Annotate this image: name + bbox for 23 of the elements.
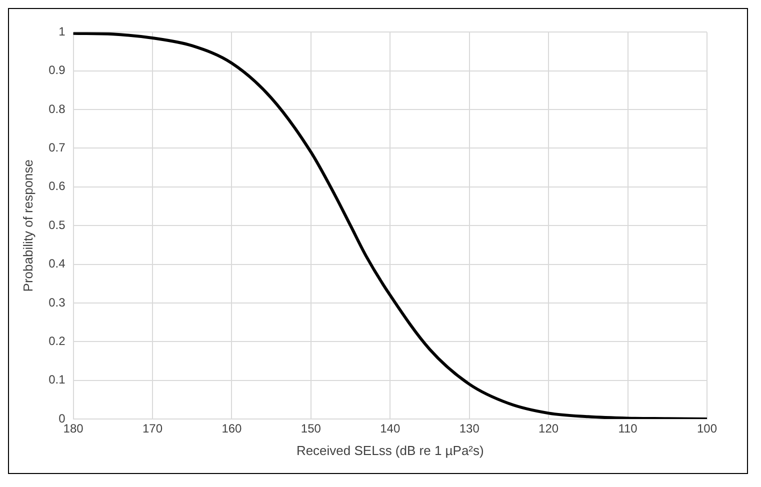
y-tick-label: 0.6 — [48, 179, 66, 194]
y-tick-label: 0.1 — [48, 372, 66, 387]
x-tick-label: 140 — [380, 422, 400, 436]
y-tick-label: 0.3 — [48, 295, 66, 310]
y-tick-label: 0.9 — [48, 63, 66, 78]
y-tick-label: 0.8 — [48, 102, 66, 116]
x-tick-label: 150 — [300, 422, 322, 436]
x-axis-title: Received SELss (dB re 1 µPa²s) — [296, 442, 484, 458]
y-axis-title: Probability of response — [20, 159, 36, 292]
x-tick-label: 180 — [63, 422, 84, 436]
line-series — [73, 32, 707, 419]
y-tick-label: 1 — [58, 24, 66, 39]
y-tick-label: 0.7 — [48, 140, 66, 155]
x-tick-label: 100 — [696, 422, 718, 436]
x-tick-label: 160 — [222, 422, 242, 436]
x-tick-label: 170 — [142, 422, 163, 436]
y-tick-label: 0.5 — [48, 218, 66, 232]
y-tick-label: 0 — [58, 411, 66, 426]
x-tick-label: 110 — [618, 422, 638, 436]
x-tick-label: 120 — [538, 422, 559, 436]
y-tick-label: 0.4 — [48, 256, 66, 271]
x-tick-label: 130 — [459, 422, 480, 436]
y-tick-label: 0.2 — [48, 334, 66, 348]
